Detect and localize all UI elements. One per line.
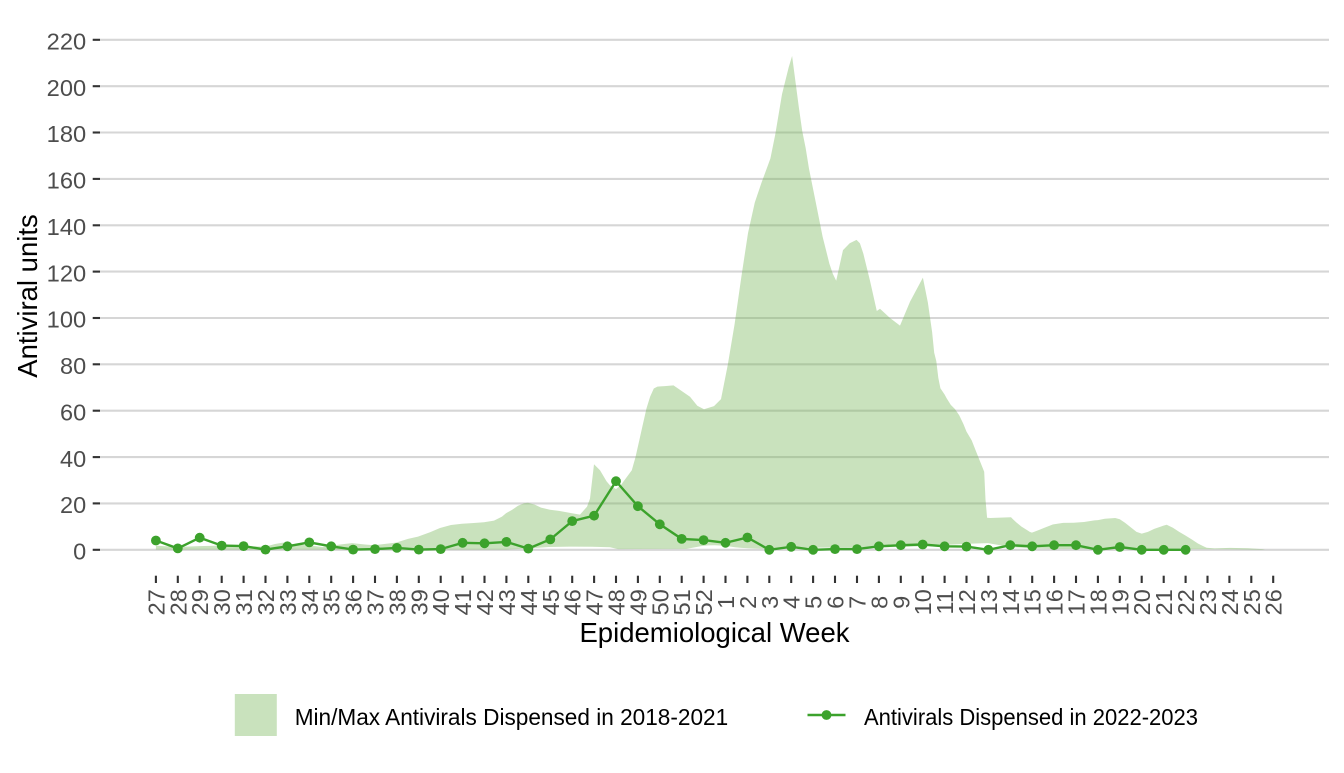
svg-text:25: 25: [1239, 589, 1265, 615]
svg-text:46: 46: [560, 589, 586, 615]
svg-text:4: 4: [779, 596, 805, 609]
svg-text:13: 13: [976, 589, 1002, 615]
svg-text:37: 37: [363, 589, 389, 615]
svg-text:47: 47: [582, 589, 608, 615]
svg-text:16: 16: [1042, 589, 1068, 615]
svg-text:18: 18: [1085, 589, 1111, 615]
svg-text:14: 14: [998, 589, 1024, 615]
svg-text:9: 9: [888, 596, 914, 609]
svg-text:38: 38: [384, 589, 410, 615]
svg-text:Min/Max Antivirals Dispensed i: Min/Max Antivirals Dispensed in 2018-202…: [295, 704, 729, 730]
svg-text:Antiviral units: Antiviral units: [12, 214, 43, 378]
svg-text:120: 120: [47, 260, 87, 286]
svg-text:49: 49: [625, 589, 651, 615]
svg-text:17: 17: [1064, 589, 1090, 615]
svg-text:80: 80: [60, 353, 86, 379]
svg-text:40: 40: [428, 589, 454, 615]
svg-text:1: 1: [713, 596, 739, 609]
svg-text:160: 160: [47, 168, 87, 194]
svg-text:Epidemiological Week: Epidemiological Week: [579, 617, 849, 648]
svg-text:19: 19: [1107, 589, 1133, 615]
svg-text:29: 29: [187, 589, 213, 615]
svg-text:28: 28: [165, 589, 191, 615]
svg-text:35: 35: [319, 589, 345, 615]
svg-text:23: 23: [1195, 589, 1221, 615]
svg-text:10: 10: [910, 589, 936, 615]
svg-text:31: 31: [231, 589, 257, 615]
svg-text:52: 52: [691, 589, 717, 615]
svg-text:32: 32: [253, 589, 279, 615]
svg-text:36: 36: [341, 589, 367, 615]
svg-text:33: 33: [275, 589, 301, 615]
svg-text:8: 8: [866, 596, 892, 609]
svg-text:50: 50: [647, 589, 673, 615]
svg-text:39: 39: [406, 589, 432, 615]
svg-text:43: 43: [494, 589, 520, 615]
svg-text:7: 7: [845, 596, 871, 609]
svg-text:51: 51: [669, 589, 695, 615]
svg-text:34: 34: [297, 589, 323, 615]
svg-text:30: 30: [209, 589, 235, 615]
svg-text:140: 140: [47, 214, 87, 240]
svg-text:100: 100: [47, 307, 87, 333]
svg-text:Antivirals Dispensed in 2022-2: Antivirals Dispensed in 2022-2023: [864, 704, 1198, 730]
svg-text:11: 11: [932, 590, 958, 614]
svg-text:44: 44: [516, 589, 542, 615]
svg-text:12: 12: [954, 589, 980, 615]
svg-text:6: 6: [823, 596, 849, 609]
svg-text:45: 45: [538, 589, 564, 615]
svg-text:220: 220: [47, 29, 87, 55]
svg-text:20: 20: [60, 492, 86, 518]
svg-text:180: 180: [47, 121, 87, 147]
svg-text:21: 21: [1151, 589, 1177, 615]
svg-text:3: 3: [757, 596, 783, 609]
svg-text:2: 2: [735, 596, 761, 609]
svg-text:15: 15: [1020, 589, 1046, 615]
svg-text:41: 41: [450, 589, 476, 615]
svg-text:20: 20: [1129, 589, 1155, 615]
svg-text:40: 40: [60, 446, 86, 472]
svg-text:22: 22: [1173, 589, 1199, 615]
svg-text:200: 200: [47, 75, 87, 101]
svg-text:5: 5: [801, 596, 827, 609]
svg-text:26: 26: [1261, 589, 1287, 615]
svg-text:48: 48: [604, 589, 630, 615]
svg-text:60: 60: [60, 399, 86, 425]
svg-text:27: 27: [143, 589, 169, 615]
svg-text:24: 24: [1217, 589, 1243, 615]
svg-text:0: 0: [73, 539, 86, 565]
svg-text:42: 42: [472, 589, 498, 615]
